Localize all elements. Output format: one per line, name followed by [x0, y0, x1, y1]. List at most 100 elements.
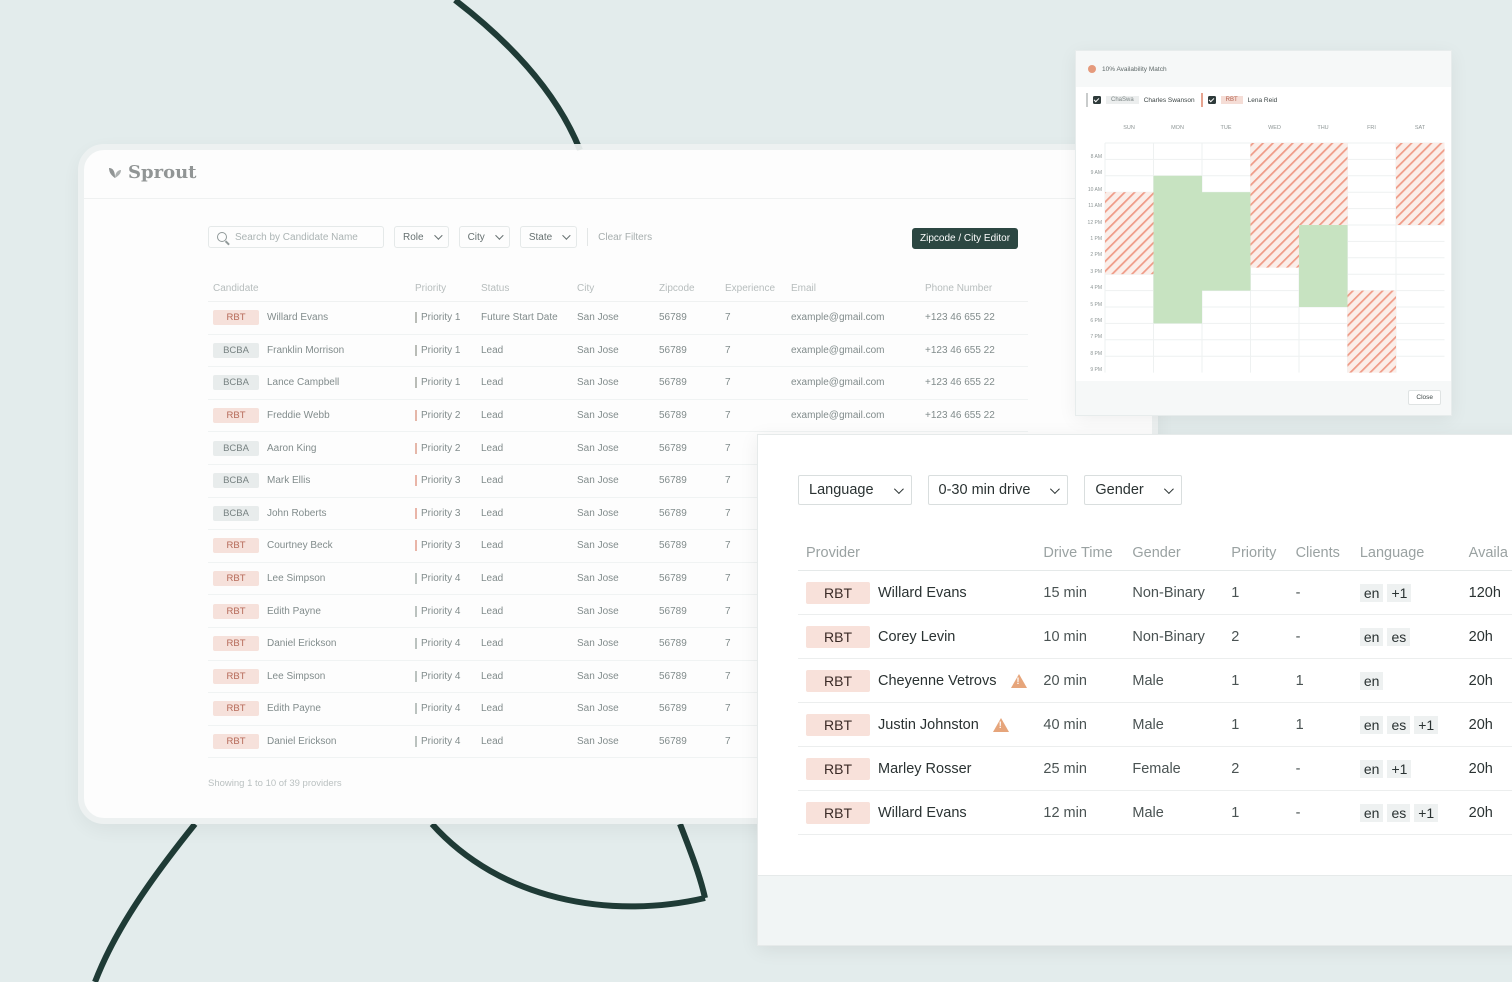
table-row[interactable]: RBT Corey Levin 10 min Non-Binary 2- en es 20h	[798, 615, 1512, 659]
candidate-name[interactable]: Mark Ellis	[267, 475, 311, 487]
col-zipcode[interactable]: Zipcode	[659, 283, 695, 294]
conflict-block	[1347, 290, 1396, 373]
candidate-name[interactable]: Edith Payne	[267, 703, 321, 715]
col-language[interactable]: Language	[1359, 544, 1425, 561]
table-row[interactable]: RBT Willard Evans Priority 1 Future Start D…	[208, 302, 1028, 335]
candidate-name[interactable]: Daniel Erickson	[267, 638, 337, 650]
city-dropdown[interactable]: City	[458, 226, 510, 248]
table-row[interactable]: RBT Willard Evans 15 min Non-Binary 1- en +1 12…	[798, 571, 1512, 615]
table-row[interactable]: BCBA John Roberts Priority 3 Lead San Jose 56…	[208, 498, 1028, 531]
sprout-logo: Sprout	[106, 162, 196, 183]
col-experience[interactable]: Experience	[725, 283, 776, 294]
role-badge: RBT	[806, 625, 870, 648]
col-clients[interactable]: Clients	[1295, 544, 1340, 561]
role-dropdown[interactable]: Role	[394, 226, 449, 248]
provider-name[interactable]: Corey Levin	[878, 628, 956, 645]
language-dropdown[interactable]: Language	[798, 475, 912, 505]
candidate-cell: RBT Freddie Webb	[208, 408, 415, 424]
candidate-name[interactable]: Willard Evans	[267, 312, 329, 324]
col-email[interactable]: Email	[791, 283, 817, 294]
table-row[interactable]: BCBA Aaron King Priority 2 Lead San Jose 5678…	[208, 432, 1028, 465]
col-provider[interactable]: Provider	[806, 544, 860, 561]
state-dropdown[interactable]: State	[519, 226, 578, 248]
provider-cell: RBT Justin Johnston	[798, 713, 1043, 736]
candidate-name[interactable]: Daniel Erickson	[267, 736, 337, 748]
provider-name[interactable]: Justin Johnston	[878, 716, 979, 733]
provider-name[interactable]: Marley Rosser	[878, 760, 972, 777]
provider-name[interactable]: Willard Evans	[878, 804, 967, 821]
candidate-search-input[interactable]: Search by Candidate Name	[208, 226, 384, 248]
col-candidate[interactable]: Candidate	[213, 283, 259, 294]
table-row[interactable]: BCBA Franklin Morrison Priority 1 Lead San J…	[208, 335, 1028, 368]
priority-cell: 1	[1231, 716, 1240, 733]
checkbox-checked-icon[interactable]	[1093, 96, 1101, 104]
provider-match-panel: Language 0-30 min drive Gender Provider …	[757, 434, 1512, 946]
person-toggle-2[interactable]: RBT Lena Reid	[1200, 93, 1277, 107]
col-city[interactable]: City	[577, 283, 595, 294]
col-availability[interactable]: Availa	[1468, 544, 1508, 561]
priority-value: Priority 4	[415, 573, 461, 585]
city-cell: San Jose	[577, 703, 619, 715]
status-cell: Lead	[481, 703, 504, 715]
city-cell: San Jose	[577, 638, 619, 650]
table-row[interactable]: RBT Willard Evans 12 min Male 1- en es +1 20h	[798, 791, 1512, 835]
col-priority[interactable]: Priority	[1231, 544, 1277, 561]
zipcode-cell: 56789	[659, 377, 687, 389]
candidate-name[interactable]: Franklin Morrison	[267, 344, 345, 356]
day-label-fri: FRI	[1367, 125, 1376, 131]
warning-icon	[992, 717, 1009, 732]
col-phone[interactable]: Phone Number	[925, 283, 993, 294]
experience-cell: 7	[725, 312, 731, 324]
match-indicator-icon	[1088, 65, 1096, 73]
gender-dropdown[interactable]: Gender	[1084, 475, 1182, 505]
candidate-name[interactable]: Courtney Beck	[267, 540, 333, 552]
filter-separator	[587, 228, 589, 246]
table-row[interactable]: RBT Edith Payne Priority 4 Lead San Jose 5678…	[208, 693, 1028, 726]
candidate-name[interactable]: Lee Simpson	[267, 573, 326, 585]
table-row[interactable]: RBT Freddie Webb Priority 2 Lead San Jose 567…	[208, 400, 1028, 433]
table-row[interactable]: RBT Courtney Beck Priority 3 Lead San Jose 56…	[208, 530, 1028, 563]
zipcode-cell: 56789	[659, 442, 687, 454]
candidate-name[interactable]: Aaron King	[267, 442, 317, 454]
drive-time-dropdown[interactable]: 0-30 min drive	[927, 475, 1069, 505]
candidate-name[interactable]: Lee Simpson	[267, 670, 326, 682]
table-row[interactable]: RBT Daniel Erickson Priority 4 Lead San Jose…	[208, 628, 1028, 661]
role-badge: BCBA	[213, 342, 259, 358]
col-drive-time[interactable]: Drive Time	[1043, 544, 1113, 561]
language-cell: en +1	[1359, 759, 1469, 778]
language-tag: es	[1387, 627, 1411, 646]
priority-value: Priority 1	[415, 312, 461, 324]
checkbox-checked-icon[interactable]	[1207, 96, 1216, 104]
city-cell: San Jose	[577, 540, 619, 552]
candidate-name[interactable]: Freddie Webb	[267, 410, 330, 422]
hour-label: 8 AM	[1090, 154, 1102, 160]
language-tag: es	[1387, 715, 1411, 734]
candidate-cell: BCBA Franklin Morrison	[208, 342, 415, 358]
candidate-name[interactable]: John Roberts	[267, 507, 327, 519]
table-row[interactable]: RBT Marley Rosser 25 min Female 2- en +1 20h	[798, 747, 1512, 791]
table-row[interactable]: BCBA Lance Campbell Priority 1 Lead San Jose…	[208, 367, 1028, 400]
zipcode-city-editor-button[interactable]: Zipcode / City Editor	[912, 228, 1019, 249]
provider-name[interactable]: Willard Evans	[878, 584, 967, 601]
person-toggle-1[interactable]: ChaSwa Charles Swanson	[1086, 93, 1195, 107]
candidate-name[interactable]: Edith Payne	[267, 605, 321, 617]
priority-cell: Priority 1	[415, 312, 481, 324]
provider-name[interactable]: Cheyenne Vetrovs	[878, 672, 997, 689]
candidate-name[interactable]: Lance Campbell	[267, 377, 340, 389]
chevron-down-icon	[893, 483, 904, 494]
table-row[interactable]: RBT Edith Payne Priority 4 Lead San Jose 5678…	[208, 595, 1028, 628]
col-status[interactable]: Status	[481, 283, 510, 294]
status-cell: Lead	[481, 410, 504, 422]
table-row[interactable]: RBT Lee Simpson Priority 4 Lead San Jose 5678…	[208, 563, 1028, 596]
clear-filters-link[interactable]: Clear Filters	[598, 231, 653, 243]
close-button[interactable]: Close	[1408, 390, 1441, 405]
table-row[interactable]: RBT Daniel Erickson Priority 4 Lead San Jose…	[208, 726, 1028, 759]
table-row[interactable]: RBT Cheyenne Vetrovs 20 min Male 1 1 en 20h	[798, 659, 1512, 703]
col-gender[interactable]: Gender	[1132, 544, 1181, 561]
col-priority[interactable]: Priority	[415, 283, 447, 294]
availability-cell: 120h	[1468, 584, 1501, 601]
priority-cell: 2	[1231, 628, 1240, 645]
table-row[interactable]: BCBA Mark Ellis Priority 3 Lead San Jose 5678…	[208, 465, 1028, 498]
table-row[interactable]: RBT Lee Simpson Priority 4 Lead San Jose 5678…	[208, 661, 1028, 694]
